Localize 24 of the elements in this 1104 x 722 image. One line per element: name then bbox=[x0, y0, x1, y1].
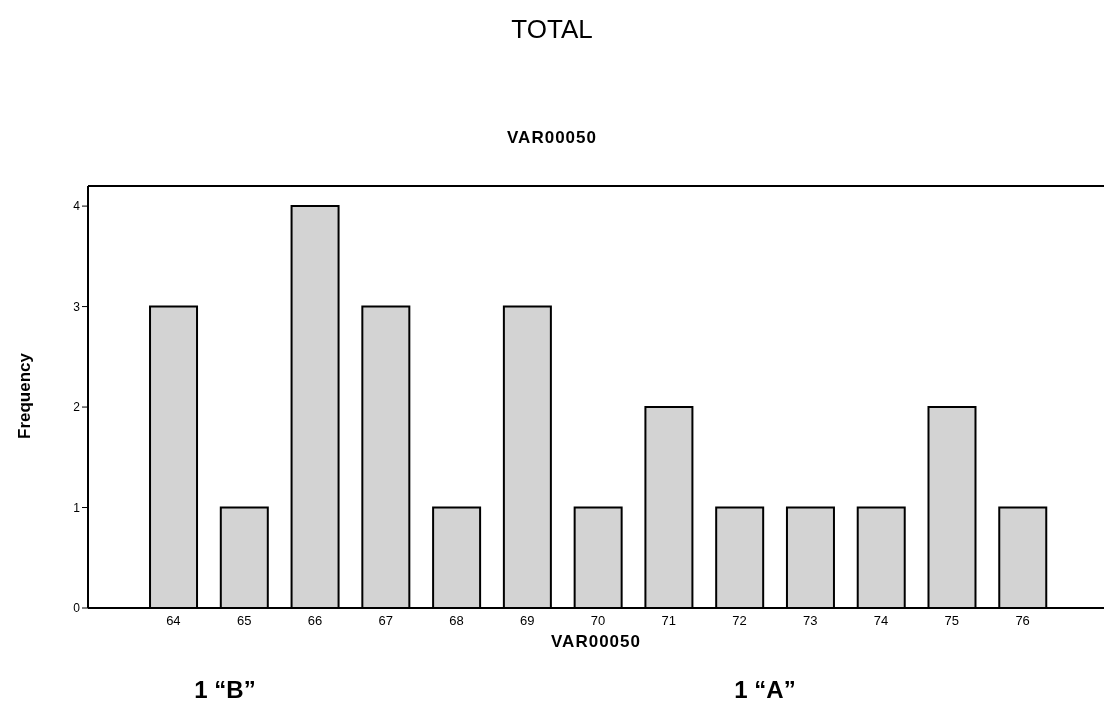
text: 1 “B” bbox=[194, 676, 256, 704]
chart-title: TOTAL bbox=[510, 14, 594, 45]
x-tick-label: 76 bbox=[1015, 613, 1030, 629]
y-tick-label: 4 bbox=[73, 199, 81, 214]
x-axis-title: VAR00050 bbox=[551, 632, 641, 651]
chart-subtitle: VAR00050 bbox=[506, 128, 598, 148]
x-tick-label: 71 bbox=[661, 613, 676, 629]
y-tick-label: 3 bbox=[73, 299, 81, 314]
x-tick-label: 67 bbox=[378, 613, 393, 629]
x-tick-label: 73 bbox=[803, 613, 818, 629]
x-tick-label: 69 bbox=[520, 613, 535, 629]
x-tick-label: 72 bbox=[732, 613, 747, 629]
x-tick-label: 64 bbox=[166, 613, 181, 629]
x-tick-label: 68 bbox=[449, 613, 464, 629]
y-tick-label: 2 bbox=[73, 400, 81, 415]
text: 1 “A” bbox=[734, 676, 796, 704]
x-tick-label: 74 bbox=[873, 613, 889, 629]
x-tick-label: 75 bbox=[944, 613, 960, 629]
y-tick-label: 1 bbox=[73, 500, 81, 515]
x-tick-label: 70 bbox=[590, 613, 606, 629]
y-tick-label: 0 bbox=[73, 601, 81, 616]
x-tick-label: 65 bbox=[236, 613, 252, 629]
y-axis-title: Frequency bbox=[15, 353, 35, 439]
x-tick-label: 66 bbox=[307, 613, 323, 629]
